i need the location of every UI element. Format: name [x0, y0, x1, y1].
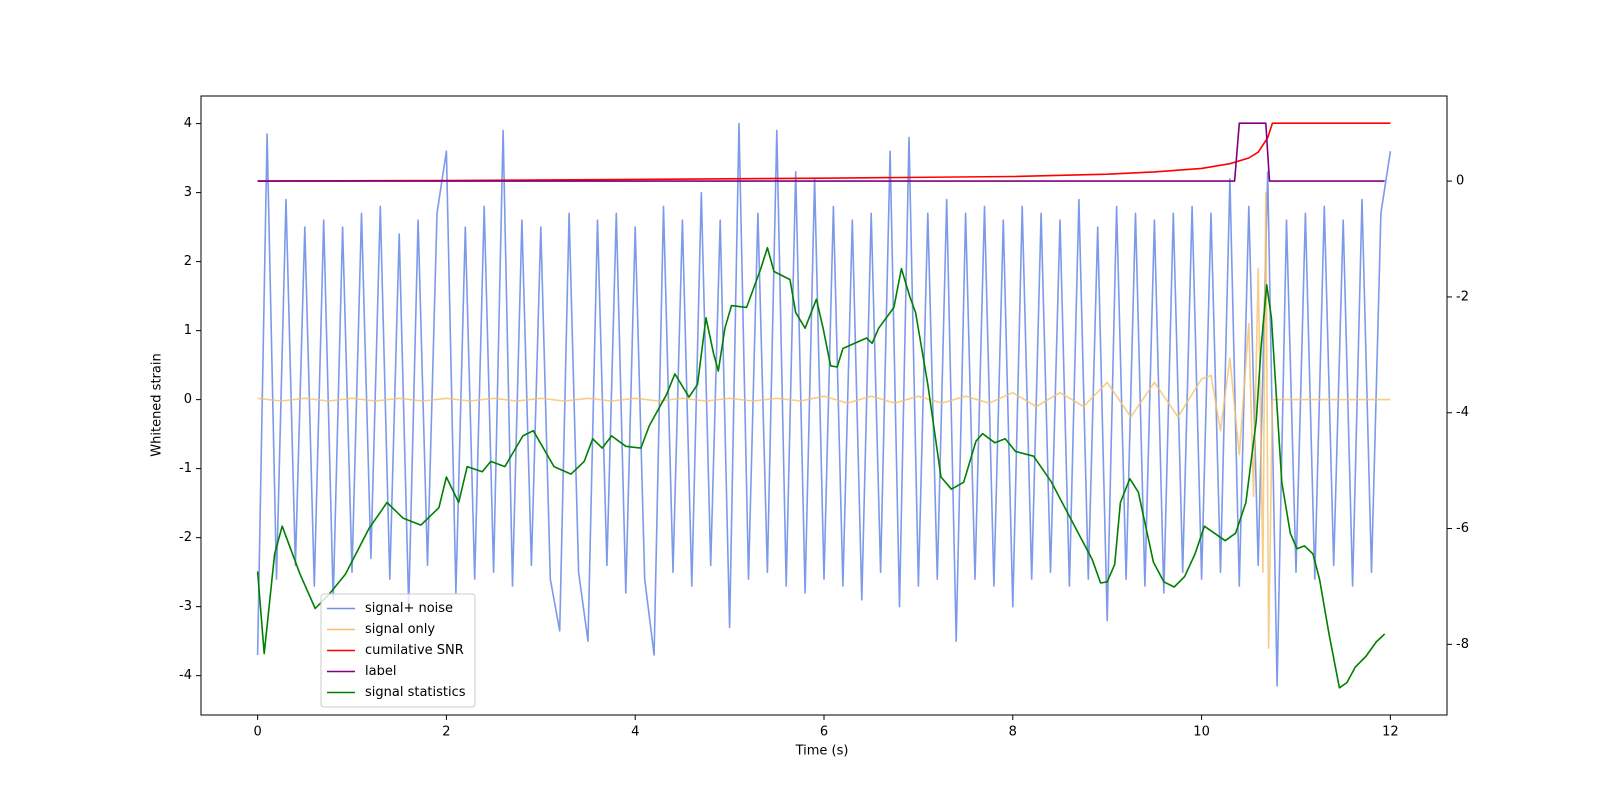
legend-label: signal only: [365, 622, 435, 637]
legend-box: [320, 593, 476, 708]
series-line: [257, 191, 1391, 649]
series-line: [257, 122, 1385, 182]
y-tick-label: 2: [184, 254, 192, 269]
legend-label: label: [365, 664, 396, 679]
x-axis-label: Time (s): [795, 744, 849, 759]
y-axis-label: Whitened strain: [150, 353, 165, 456]
x-tick-label: 8: [1009, 725, 1017, 740]
y-tick-label: -2: [179, 530, 192, 545]
y2-tick-label: -4: [1456, 405, 1469, 420]
y-tick-label: 3: [184, 185, 192, 200]
x-tick-label: 0: [253, 725, 261, 740]
x-tick-label: 6: [820, 725, 828, 740]
x-tick-label: 4: [631, 725, 639, 740]
legend-label: signal+ noise: [365, 601, 453, 616]
x-tick-label: 2: [442, 725, 450, 740]
legend-label: cumilative SNR: [365, 643, 464, 658]
y2-tick-label: -6: [1456, 521, 1469, 536]
series-line: [256, 246, 1386, 689]
legend-label: signal statistics: [365, 685, 466, 700]
plot-frame: [200, 95, 1448, 716]
y2-tick-label: -2: [1456, 289, 1469, 304]
y-tick-label: 4: [184, 116, 192, 131]
x-tick-label: 12: [1382, 725, 1399, 740]
y2-tick-label: 0: [1456, 174, 1464, 189]
x-tick-label: 10: [1193, 725, 1210, 740]
plot-area: [256, 122, 1392, 689]
y-tick-label: 0: [184, 392, 192, 407]
y-tick-label: -1: [179, 461, 192, 476]
y2-tick-label: -8: [1456, 637, 1469, 652]
y-tick-label: -3: [179, 599, 192, 614]
y-tick-label: -4: [179, 668, 192, 683]
series-line: [256, 122, 1392, 687]
y-tick-label: 1: [184, 323, 192, 338]
